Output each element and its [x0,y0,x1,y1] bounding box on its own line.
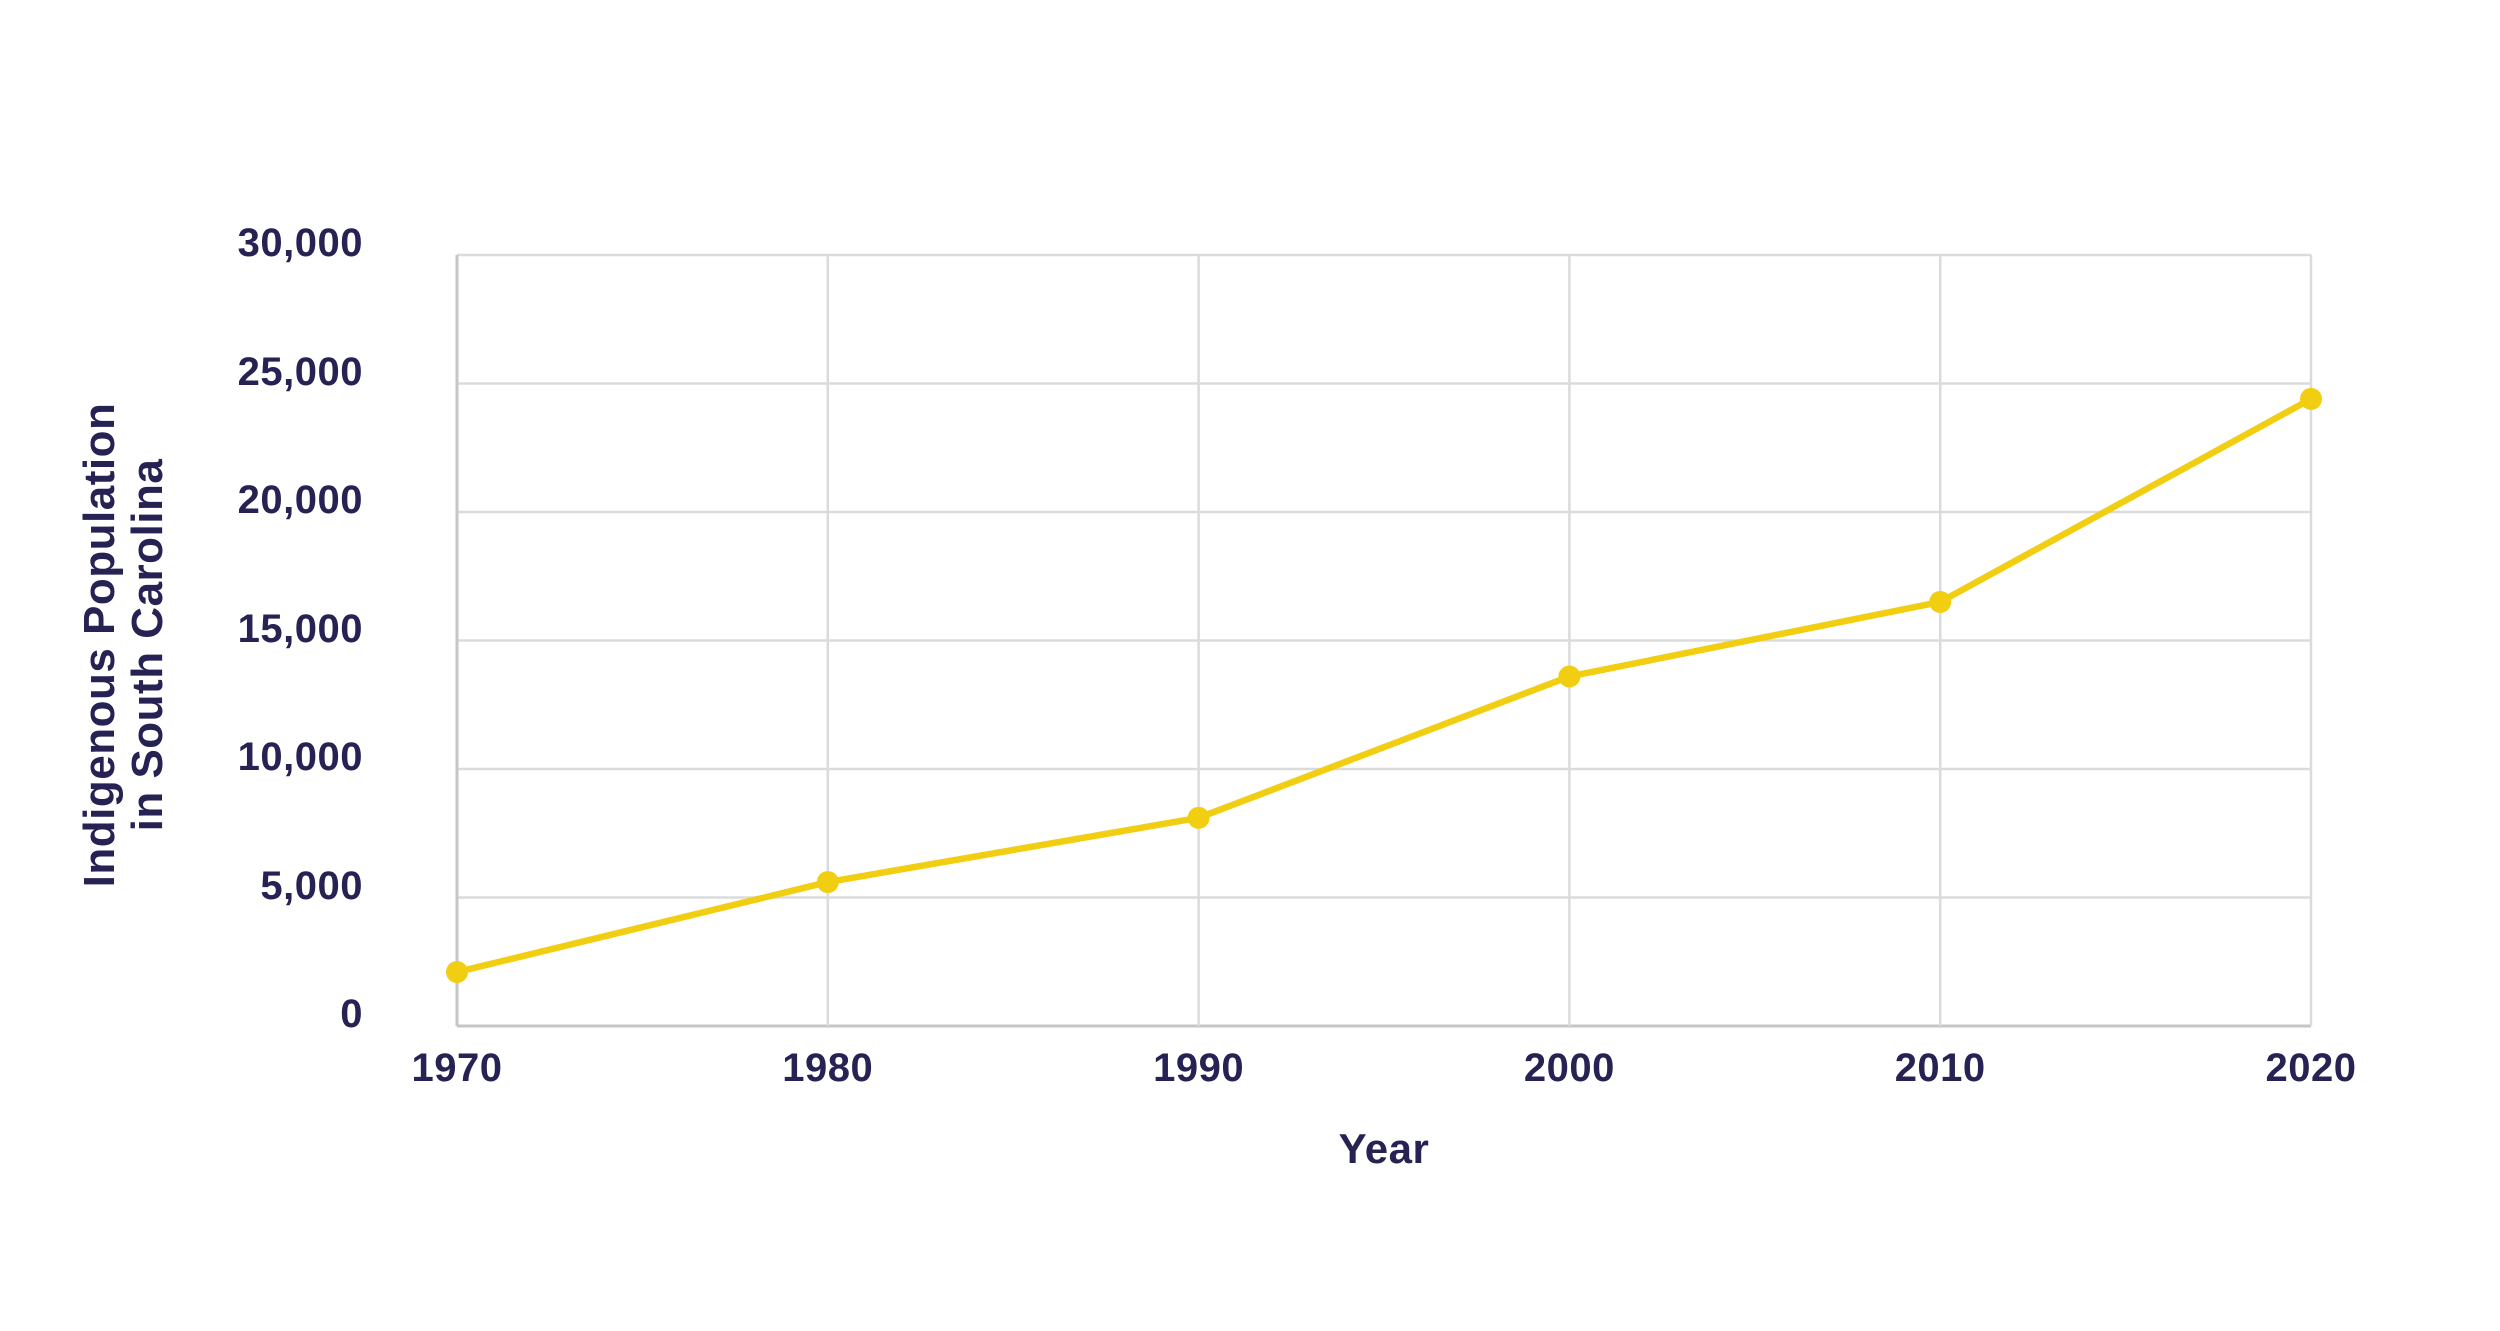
data-point-marker [2300,387,2322,410]
y-axis-title-line-1: Indigenous Population [75,402,124,888]
y-tick-label: 30,000 [237,221,363,265]
plot-area [446,253,2322,1028]
series-line [453,395,2315,976]
data-point-marker [1558,665,1581,688]
data-point-marker [1187,806,1210,829]
line-chart-svg [446,253,2322,1028]
data-point-marker [816,871,839,894]
y-tick-label: 10,000 [237,735,363,779]
x-tick-label: 1980 [782,1046,874,1090]
data-point-marker [446,961,468,984]
y-tick-label: 5,000 [260,863,363,908]
x-tick-label: 1970 [411,1046,503,1090]
x-tick-label: 2000 [1523,1046,1615,1090]
y-tick-label: 25,000 [237,349,363,394]
x-tick-label: 1990 [1153,1046,1245,1090]
y-tick-label: 20,000 [237,478,363,522]
y-tick-label: 15,000 [237,606,363,651]
data-point-marker [1929,590,1952,613]
y-tick-label: 0 [340,992,363,1036]
x-tick-label: 2020 [2265,1046,2357,1090]
x-tick-label: 2010 [1894,1046,1986,1090]
x-axis-title: Year [1338,1125,1430,1172]
